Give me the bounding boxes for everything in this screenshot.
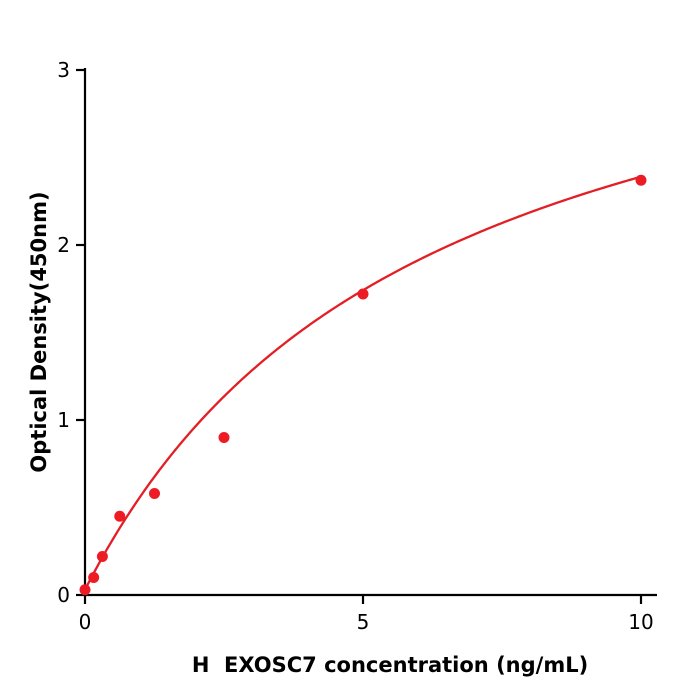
- x-tick-label: 10: [628, 610, 653, 634]
- data-point: [96, 551, 108, 562]
- data-point: [357, 288, 369, 300]
- x-tick-label: 5: [357, 610, 370, 634]
- y-axis-label: Optical Density(450nm): [27, 191, 51, 472]
- fit-curve: [83, 175, 643, 591]
- x-axis-label: H EXOSC7 concentration (ng/mL): [192, 653, 588, 677]
- y-tick-label: 3: [57, 58, 70, 82]
- y-tick-label: 1: [57, 408, 70, 432]
- data-point: [114, 510, 126, 522]
- data-point: [635, 174, 647, 186]
- data-point: [79, 584, 91, 596]
- plot-area: 0 5 10 0 1 2 3: [57, 58, 657, 634]
- y-tick-label: 0: [57, 583, 70, 607]
- x-tick-label: 0: [79, 610, 92, 634]
- y-tick-label: 2: [57, 233, 70, 257]
- data-point: [88, 572, 100, 583]
- data-point: [218, 432, 230, 443]
- data-point: [149, 488, 160, 499]
